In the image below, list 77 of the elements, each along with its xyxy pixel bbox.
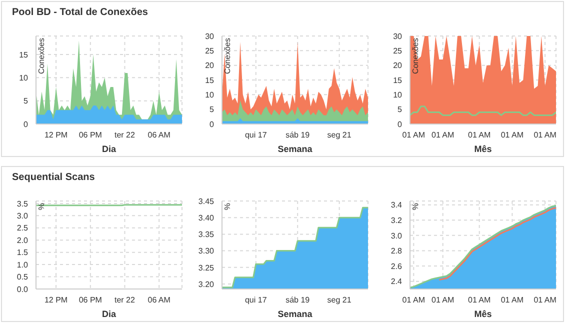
x-tick-label: 01 AM [432,130,455,140]
x-tick-label: 01 AM [402,130,426,140]
x-tick-label: 01 AM [500,296,524,305]
y-tick-label: 3.45 [198,196,215,206]
y-tick-label: 5 [24,96,29,106]
x-tick-label: 06 PM [78,130,102,140]
y-tick-label: 3.0 [16,212,29,221]
y-tick-label: 5 [210,105,215,114]
y-tick-label: 10 [205,90,215,100]
y-tick-label: 15 [393,76,403,85]
x-tick-label: 06 PM [78,296,102,305]
x-tick-label: 06 AM [148,296,171,305]
x-tick-label: qui 17 [244,130,268,140]
x-axis-title: Semana [278,309,314,319]
y-tick-label: 30 [393,32,403,41]
x-tick-label: 01 AM [500,130,524,140]
y-tick-label: 0.0 [16,284,29,294]
y-tick-label: 10 [393,90,403,100]
x-tick-label: 01 AM [534,296,557,305]
y-tick-label: 2.4 [390,277,403,286]
x-tick-label: 12 PM [44,296,68,305]
y-tick-label: 2.6 [390,262,403,271]
x-tick-label: qui 17 [244,296,268,305]
y-tick-label: 25 [393,46,403,56]
y-tick-label: 2.5 [16,224,29,233]
x-tick-label: 12 PM [44,130,68,140]
x-axis-title: Mês [474,144,492,154]
line-series [438,207,556,281]
x-axis-title: Dia [102,309,117,319]
y-tick-label: 0.5 [16,272,29,282]
x-tick-label: sáb 19 [286,296,310,305]
y-tick-label: 15 [205,76,215,85]
x-tick-label: 06 AM [148,130,171,140]
y-tick-label: 20 [393,61,403,70]
y-tick-label: 3.0 [390,231,403,240]
x-tick-label: seg 21 [327,130,352,140]
y-axis-title: % [37,203,46,210]
x-tick-label: seg 21 [327,296,352,305]
chart-title: Sequential Scans [12,172,95,183]
x-tick-label: sáb 19 [286,130,310,140]
y-axis-title: Conexões [37,38,46,74]
y-tick-label: 3.2 [390,216,403,225]
y-axis-title: % [411,203,420,210]
chart-title: Pool BD - Total de Conexões [12,7,148,18]
y-axis-title: Conexões [411,38,420,74]
x-tick-label: 01 AM [468,296,492,305]
y-tick-label: 3.4 [390,200,403,210]
x-tick-label: 01 AM [468,130,492,140]
x-axis-title: Semana [278,144,314,154]
y-tick-label: 25 [205,46,215,56]
y-tick-label: 10 [19,74,29,83]
y-tick-label: 30 [205,32,215,41]
y-tick-label: 3.25 [198,263,215,272]
y-axis-title: % [223,203,232,210]
y-tick-label: 3.40 [198,213,215,222]
y-tick-label: 3.35 [198,230,215,240]
y-tick-label: 0 [210,120,215,129]
y-tick-label: 3.30 [198,246,215,256]
y-tick-label: 15 [19,50,29,60]
y-tick-label: 1.0 [16,260,29,270]
x-tick-label: ter 22 [114,296,136,305]
x-tick-label: 01 AM [432,296,455,305]
y-axis-title: Conexões [223,38,232,74]
y-tick-label: 3.20 [198,280,215,289]
y-tick-label: 20 [205,61,215,70]
y-tick-label: 2.8 [390,246,403,256]
y-tick-label: 0 [24,120,29,129]
y-tick-label: 3.5 [16,199,29,208]
y-tick-label: 2.0 [16,236,29,245]
x-tick-label: 01 AM [534,130,557,140]
y-tick-label: 5 [398,105,403,114]
x-tick-label: ter 22 [114,130,136,140]
x-axis-title: Mês [474,309,492,319]
x-axis-title: Dia [102,144,117,154]
y-tick-label: 1.5 [16,248,29,258]
y-tick-label: 0 [398,120,403,129]
x-tick-label: 01 AM [402,296,426,305]
